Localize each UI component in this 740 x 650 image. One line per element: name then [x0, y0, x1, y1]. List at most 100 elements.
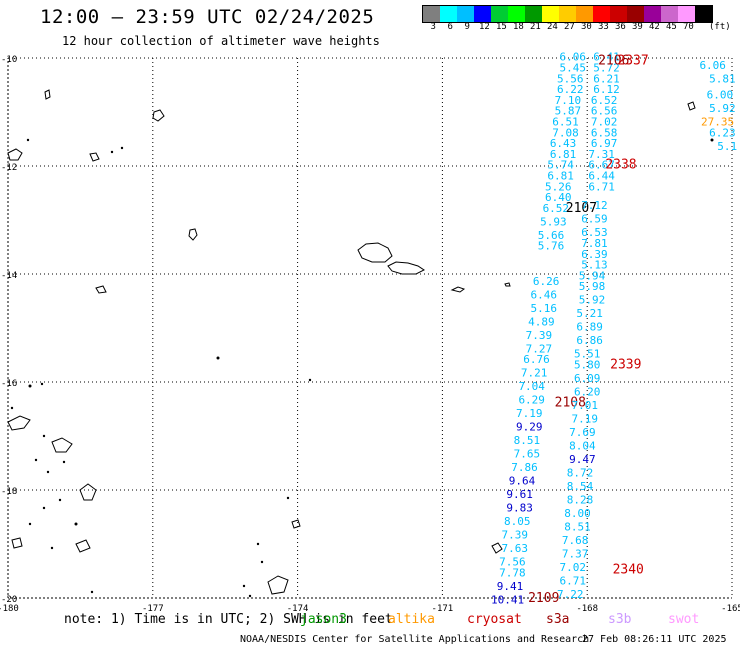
island-tonga-a: [267, 575, 289, 595]
wave-height-value: 6.23: [709, 126, 736, 139]
scale-label: 42: [649, 22, 660, 32]
lon-label: -180: [0, 604, 19, 614]
scale-swatch: [644, 6, 661, 22]
wave-height-value: 5.80: [574, 359, 601, 372]
wave-height-value: 6.53: [581, 226, 608, 239]
wave-height-value: 5.16: [531, 302, 558, 315]
wave-height-value: 6.76: [523, 353, 550, 366]
wave-height-value: 7.08: [552, 126, 579, 139]
page-subtitle: 12 hour collection of altimeter wave hei…: [62, 34, 380, 48]
wave-height-value: 7.65: [514, 448, 541, 461]
scale-swatch: [542, 6, 559, 22]
satellite-legend-s3b: s3b: [608, 612, 632, 627]
map-grid: [7, 57, 733, 599]
wave-height-value: 7.10: [555, 94, 582, 107]
island-fiji-e: [75, 539, 91, 553]
scale-label: 6: [447, 22, 453, 32]
wave-height-value: 7.04: [518, 380, 545, 393]
wave-height-value: 8.72: [567, 467, 594, 480]
lon-label: -174: [287, 604, 309, 614]
islands: [7, 89, 714, 598]
wave-height-value: 9.47: [569, 453, 596, 466]
track-time-label: 2106: [598, 54, 629, 69]
color-scale-bar: [422, 5, 713, 23]
scale-swatch: [627, 6, 644, 22]
altimeter-track: 6.096.207.017.197.698.049.478.728.548.28…: [557, 372, 644, 601]
wave-height-value: 6.52: [591, 94, 618, 107]
wave-height-value: 7.02: [559, 561, 586, 574]
wave-height-value: 4.89: [528, 315, 555, 328]
scale-unit: (ft): [709, 22, 731, 32]
wave-height-value: 5.81: [709, 72, 736, 85]
wave-height-value: 7.39: [502, 529, 529, 542]
scale-label: 36: [615, 22, 626, 32]
lon-label: -171: [432, 604, 454, 614]
island-small-d: [89, 152, 100, 162]
wave-height-value: 7.02: [591, 116, 618, 129]
scale-swatch: [423, 6, 440, 22]
wave-height-value: 5.94: [579, 269, 606, 282]
lon-label: -177: [142, 604, 164, 614]
track-time-label: 2109: [528, 591, 559, 606]
wave-height-value: 6.00: [707, 89, 734, 102]
wave-height-value: 5.87: [555, 105, 582, 118]
island-dots: [10, 138, 714, 598]
wave-height-value: 6.51: [552, 116, 579, 129]
wave-height-value: 5.76: [538, 240, 565, 253]
track-time-label: 2338: [605, 158, 636, 173]
wave-height-value: 5.98: [579, 280, 606, 293]
wave-height-value: 5.1: [717, 140, 737, 153]
wave-height-value: 6.97: [591, 137, 618, 150]
footer-note: note: 1) Time is in UTC; 2) SWH is in fe…: [64, 612, 393, 627]
island-small-b: [44, 89, 51, 100]
island-upolu: [387, 261, 425, 275]
wave-height-value: 6.86: [576, 334, 603, 347]
map-frame: [7, 57, 733, 599]
scale-swatch: [610, 6, 627, 22]
wave-height-value: 6.44: [588, 170, 615, 183]
island-tuvalu: [152, 109, 165, 122]
wave-height-value: 8.28: [567, 494, 594, 507]
wave-height-value: 7.22: [557, 588, 584, 601]
scale-swatch: [525, 6, 542, 22]
track-time-label: 2107: [566, 201, 597, 216]
wave-height-value: 6.89: [576, 321, 603, 334]
wave-height-value: 5.93: [540, 215, 567, 228]
wave-height-value: 27.35: [701, 116, 734, 129]
scale-label: 30: [581, 22, 592, 32]
scale-label: 33: [598, 22, 609, 32]
wave-height-value: 6.09: [574, 372, 601, 385]
altimeter-tracks: 6.415.726.216.126.526.567.026.586.977.31…: [491, 51, 737, 607]
island-fiji-c: [79, 483, 97, 501]
wave-height-value: 5.51: [574, 348, 601, 361]
altimeter-track: 6.266.465.164.897.397.276.767.217.046.29…: [491, 275, 586, 607]
wave-height-value: 5.56: [557, 72, 584, 85]
wave-height-value: 6.39: [581, 248, 608, 261]
wave-height-value: 8.00: [564, 507, 591, 520]
satellite-legend-swot: swot: [668, 612, 700, 627]
altimeter-track: 7.126.596.537.816.395.135.945.985.925.21…: [574, 199, 642, 372]
wave-height-value: 5.21: [576, 307, 603, 320]
island-savaii: [357, 242, 393, 263]
track-time-label: 2337: [617, 54, 648, 69]
scale-label: 21: [530, 22, 541, 32]
wave-height-value: 6.81: [550, 148, 577, 161]
scale-swatch: [593, 6, 610, 22]
lat-label: -14: [1, 271, 17, 281]
scale-swatch: [576, 6, 593, 22]
scale-label: 27: [564, 22, 575, 32]
wave-height-value: 5.72: [593, 62, 620, 75]
wave-height-value: 7.21: [521, 367, 548, 380]
satellite-legend-jason3: jason3: [300, 612, 347, 627]
wave-height-value: 7.01: [572, 399, 599, 412]
wave-height-value: 9.29: [516, 421, 543, 434]
wave-height-value: 6.71: [559, 575, 586, 588]
scale-swatch: [440, 6, 457, 22]
track-time-label: 2340: [613, 563, 644, 578]
wave-height-value: 8.54: [567, 480, 594, 493]
lon-label: -165: [721, 604, 740, 614]
wave-height-value: 9.41: [497, 580, 524, 593]
satellite-legend-cryosat: cryosat: [467, 612, 522, 627]
scale-label: 3: [430, 22, 436, 32]
